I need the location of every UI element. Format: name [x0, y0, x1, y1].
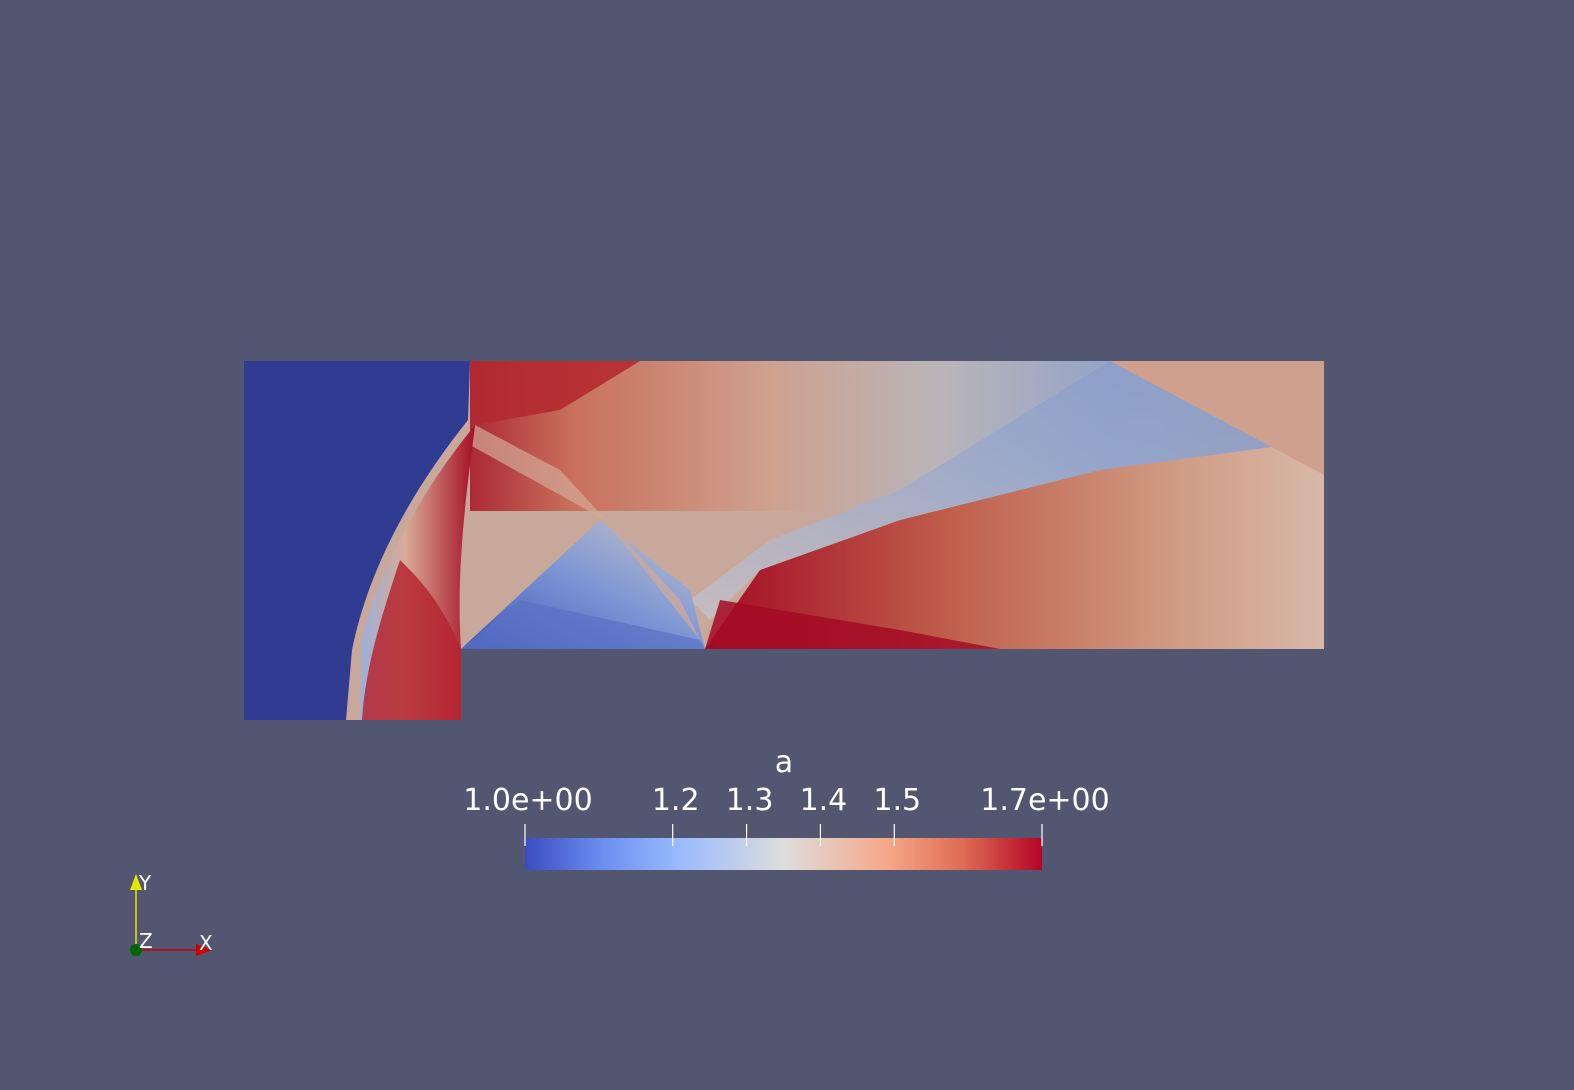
scalar-bar-tick-label: 1.2: [652, 783, 700, 818]
orientation-axes: Y Z X: [130, 871, 213, 956]
scalar-bar-tick-label: 1.7e+00: [980, 783, 1109, 818]
x-axis-arrow-icon: [196, 944, 212, 956]
scalar-bar-tick-label: 1.0e+00: [463, 783, 592, 818]
scalar-bar-tick-label: 1.3: [726, 783, 774, 818]
x-axis-label: X: [199, 931, 213, 955]
scalar-bar: a 1.0e+00 1.2 1.3 1.4 1.5 1.7e+00: [463, 745, 1110, 870]
simulation-field: [244, 361, 1324, 720]
scalar-bar-tick-label: 1.4: [800, 783, 848, 818]
y-axis-label: Y: [138, 871, 152, 895]
scalar-bar-title: a: [775, 745, 793, 780]
scalar-bar-tick-label: 1.5: [873, 783, 921, 818]
z-axis-dot-icon: [130, 944, 142, 956]
z-axis-label: Z: [139, 929, 153, 953]
scalar-bar-ticks: 1.0e+00 1.2 1.3 1.4 1.5 1.7e+00: [463, 783, 1110, 846]
y-axis-arrow-icon: [130, 874, 142, 890]
colormap-bar: [525, 838, 1042, 870]
